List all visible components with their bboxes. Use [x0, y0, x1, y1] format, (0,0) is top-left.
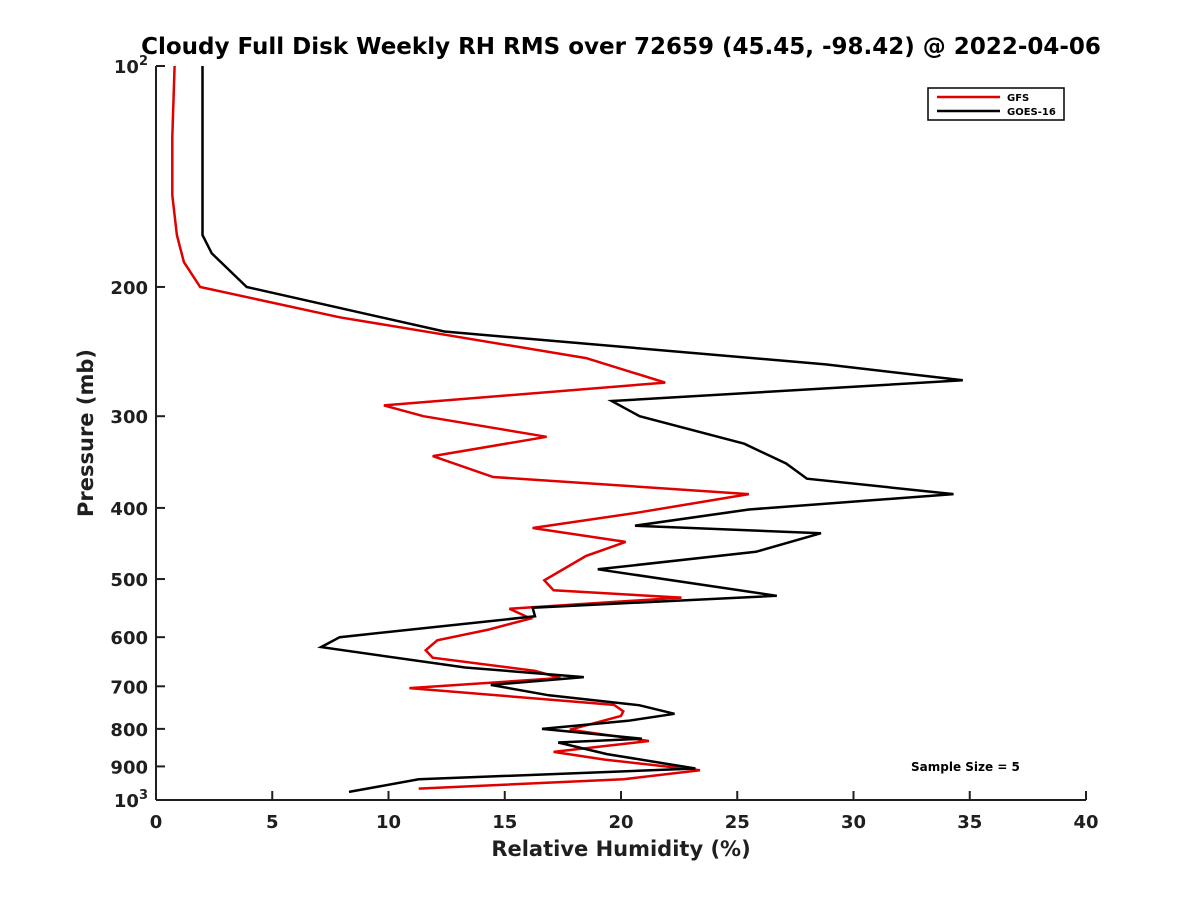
- y-tick-label: 200: [110, 278, 148, 299]
- y-tick-label: 700: [110, 677, 148, 698]
- x-tick-label: 15: [492, 812, 517, 833]
- legend: GFS GOES-16: [927, 87, 1065, 121]
- legend-box: [927, 87, 1065, 121]
- x-tick-label: 5: [266, 812, 279, 833]
- y-tick-label: 500: [110, 570, 148, 591]
- legend-label-gfs: GFS: [1007, 93, 1029, 104]
- y-tick-label: 600: [110, 628, 148, 649]
- chart-title: Cloudy Full Disk Weekly RH RMS over 7265…: [141, 34, 1101, 60]
- x-tick-label: 40: [1073, 812, 1098, 833]
- y-tick-label-exponent: 3: [139, 788, 148, 803]
- x-tick-label: 0: [150, 812, 163, 833]
- y-tick-label: 900: [110, 757, 148, 778]
- y-tick-label-base: 10: [114, 57, 139, 78]
- y-tick-label-base: 10: [114, 791, 139, 812]
- legend-label-goes16: GOES-16: [1007, 107, 1056, 118]
- x-tick-label: 25: [725, 812, 750, 833]
- y-axis-label: Pressure (mb): [74, 349, 98, 517]
- x-axis-label: Relative Humidity (%): [491, 837, 750, 861]
- series-line-goes16: [201, 66, 963, 794]
- series-layer: [171, 65, 963, 794]
- x-tick-label: 20: [608, 812, 633, 833]
- y-tick-label: 103: [114, 788, 148, 812]
- y-tick-label: 800: [110, 720, 148, 741]
- y-tick-label: 102: [114, 54, 148, 78]
- y-tick-label: 300: [110, 407, 148, 428]
- x-tick-label: 30: [841, 812, 866, 833]
- x-tick-label: 10: [376, 812, 401, 833]
- sample-size-annotation: Sample Size = 5: [911, 760, 1020, 774]
- y-tick-label: 400: [110, 499, 148, 520]
- x-tick-label: 35: [957, 812, 982, 833]
- x-axis-ticks: 0 5 10 15 20 25 30 35 40: [150, 791, 1099, 833]
- y-tick-label-exponent: 2: [139, 54, 148, 69]
- series-line-gfs: [171, 65, 750, 790]
